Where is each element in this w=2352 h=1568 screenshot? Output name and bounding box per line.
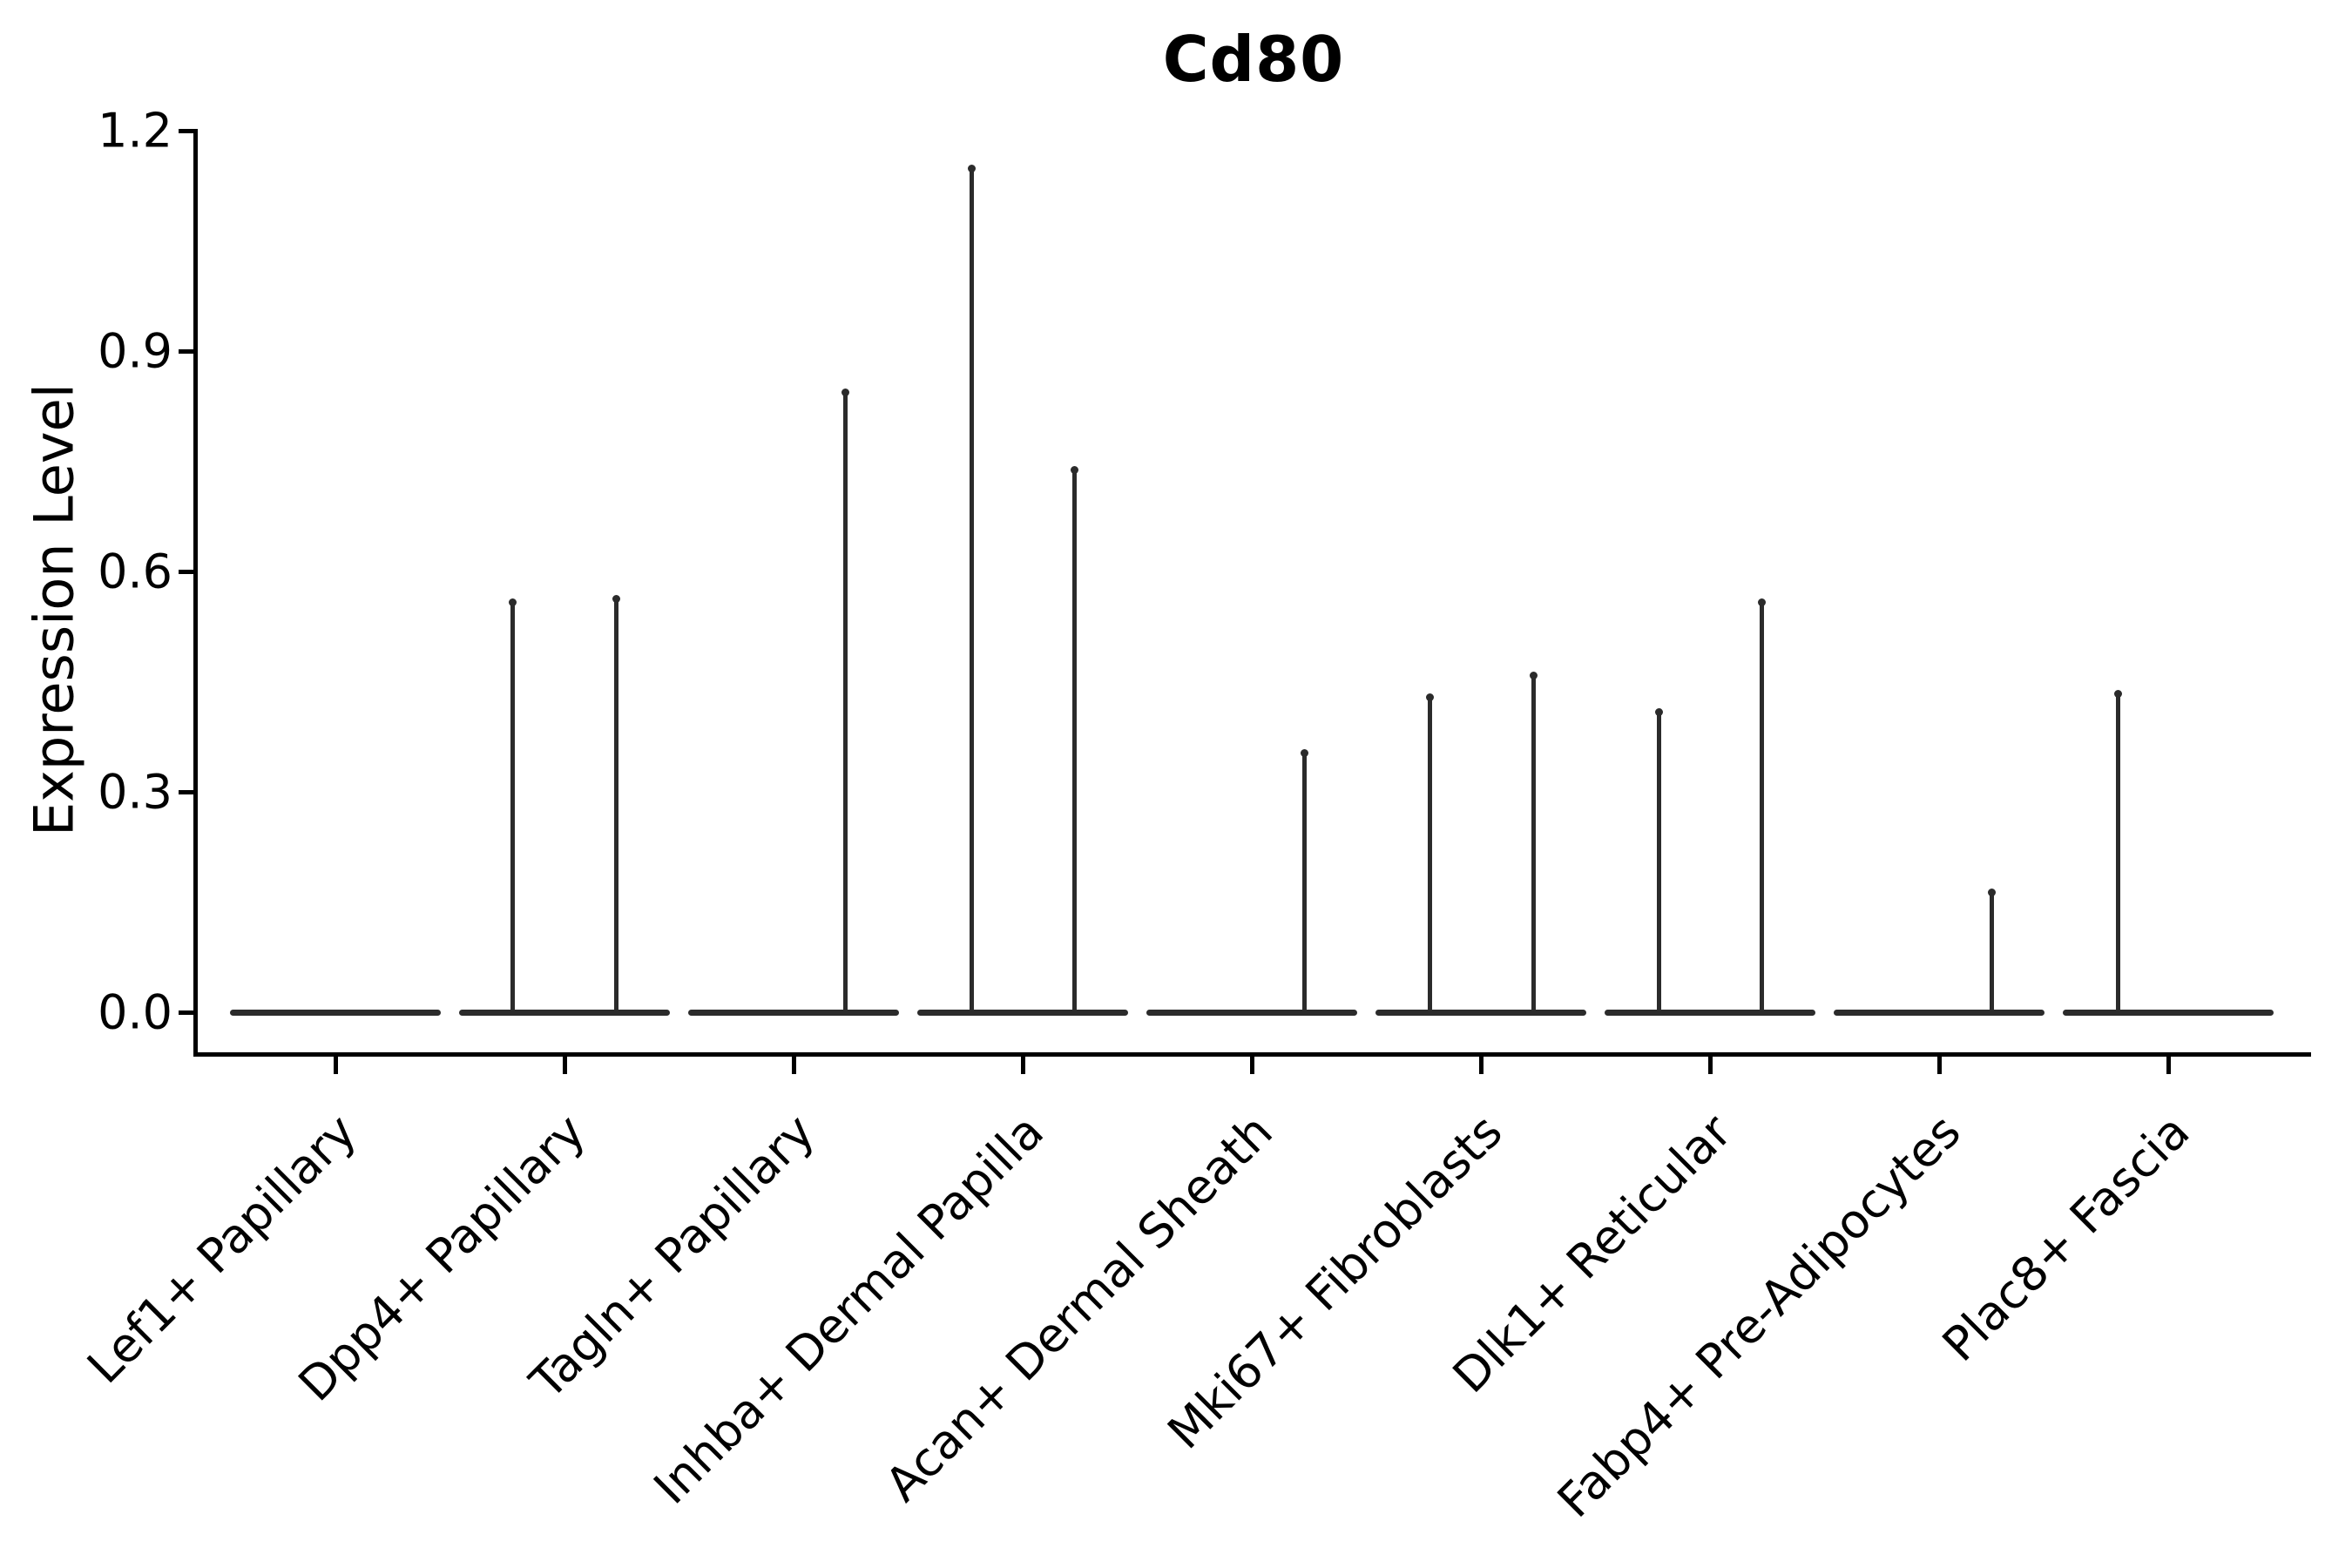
y-tick-mark bbox=[179, 348, 196, 354]
violin-spike bbox=[2115, 693, 2120, 1012]
x-tick-mark bbox=[1020, 1056, 1025, 1074]
y-tick-mark bbox=[179, 128, 196, 133]
x-axis-spine bbox=[193, 1052, 2311, 1057]
violin-baseline bbox=[459, 1009, 670, 1016]
violin-spike-cap bbox=[841, 389, 849, 397]
violin-baseline bbox=[2063, 1009, 2274, 1016]
y-tick-mark bbox=[179, 569, 196, 574]
violin-baseline bbox=[1605, 1009, 1815, 1016]
y-tick-label: 0.6 bbox=[98, 544, 172, 599]
x-tick-label: Plac8+ Fascia bbox=[1931, 1104, 2200, 1372]
x-tick-mark bbox=[1707, 1056, 1713, 1074]
violin-spike-cap bbox=[1300, 748, 1308, 757]
violin-spike bbox=[1071, 468, 1077, 1012]
y-tick-label: 0.9 bbox=[98, 323, 172, 379]
x-tick-label: Acan+ Dermal Sheath bbox=[875, 1104, 1284, 1512]
y-tick-mark bbox=[179, 1010, 196, 1015]
violin-spike bbox=[1989, 890, 1994, 1012]
violin-spike-cap bbox=[1654, 708, 1663, 717]
violin-spike-cap bbox=[967, 165, 976, 173]
y-tick-label: 0.3 bbox=[98, 764, 172, 820]
x-tick-mark bbox=[2166, 1056, 2171, 1074]
violin-spike bbox=[1531, 674, 1536, 1012]
violin-spike-cap bbox=[508, 598, 517, 606]
violin-spike-cap bbox=[1425, 693, 1434, 702]
violin-spike bbox=[1427, 696, 1432, 1012]
violin-baseline bbox=[1375, 1009, 1586, 1016]
violin-baseline bbox=[230, 1009, 441, 1016]
x-tick-mark bbox=[333, 1056, 338, 1074]
x-tick-mark bbox=[791, 1056, 796, 1074]
x-tick-mark bbox=[1249, 1056, 1254, 1074]
violin-baseline bbox=[1834, 1009, 2044, 1016]
violin-spike-cap bbox=[1757, 598, 1766, 606]
y-axis-spine bbox=[193, 129, 198, 1056]
violin-baseline bbox=[688, 1009, 899, 1016]
y-tick-mark bbox=[179, 789, 196, 794]
chart-title: Cd80 bbox=[1162, 23, 1345, 96]
violin-spike bbox=[1656, 711, 1661, 1012]
x-tick-mark bbox=[1936, 1056, 1942, 1074]
violin-spike bbox=[613, 597, 618, 1012]
x-tick-mark bbox=[562, 1056, 567, 1074]
x-tick-label: Fabp4+ Pre-Adipocytes bbox=[1546, 1104, 1971, 1529]
violin-spike-cap bbox=[612, 594, 620, 603]
violin-spike bbox=[1301, 751, 1307, 1012]
violin-spike bbox=[1759, 600, 1764, 1012]
violin-spike-cap bbox=[1987, 888, 1996, 896]
violin-spike bbox=[969, 167, 974, 1012]
violin-spike-cap bbox=[1070, 465, 1078, 474]
violin-spike-cap bbox=[1529, 672, 1538, 680]
violin-spike bbox=[510, 600, 515, 1012]
violin-baseline bbox=[1146, 1009, 1357, 1016]
violin-spike bbox=[842, 391, 848, 1012]
violin-spike-cap bbox=[2113, 690, 2122, 699]
x-tick-mark bbox=[1478, 1056, 1484, 1074]
y-tick-label: 0.0 bbox=[98, 984, 172, 1040]
x-tick-label: Inhba+ Dermal Papilla bbox=[643, 1104, 1055, 1515]
y-tick-label: 1.2 bbox=[98, 103, 172, 159]
violin-baseline bbox=[917, 1009, 1128, 1016]
